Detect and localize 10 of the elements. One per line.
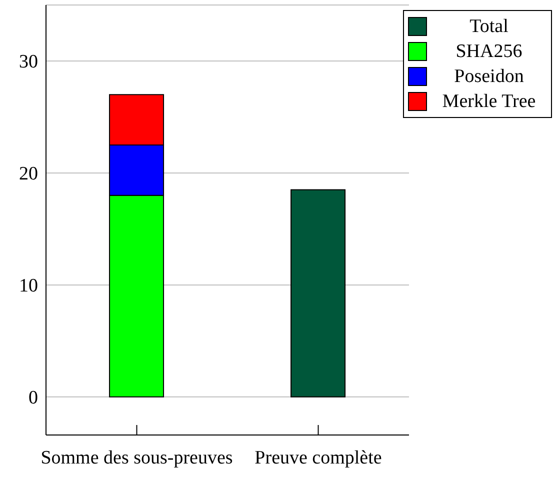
- y-tick-label: 30: [19, 52, 38, 73]
- legend-label: Total: [468, 16, 510, 38]
- x-tick-label: Preuve complète: [254, 447, 382, 468]
- y-tick-label: 20: [19, 164, 38, 185]
- legend-label: Merkle Tree: [441, 90, 537, 112]
- y-tick-label: 0: [28, 388, 38, 409]
- y-tick-label: 10: [19, 276, 38, 297]
- legend-label: SHA256: [454, 40, 524, 62]
- legend-label: Poseidon: [453, 66, 525, 88]
- x-tick-label: Somme des sous-preuves: [40, 447, 233, 468]
